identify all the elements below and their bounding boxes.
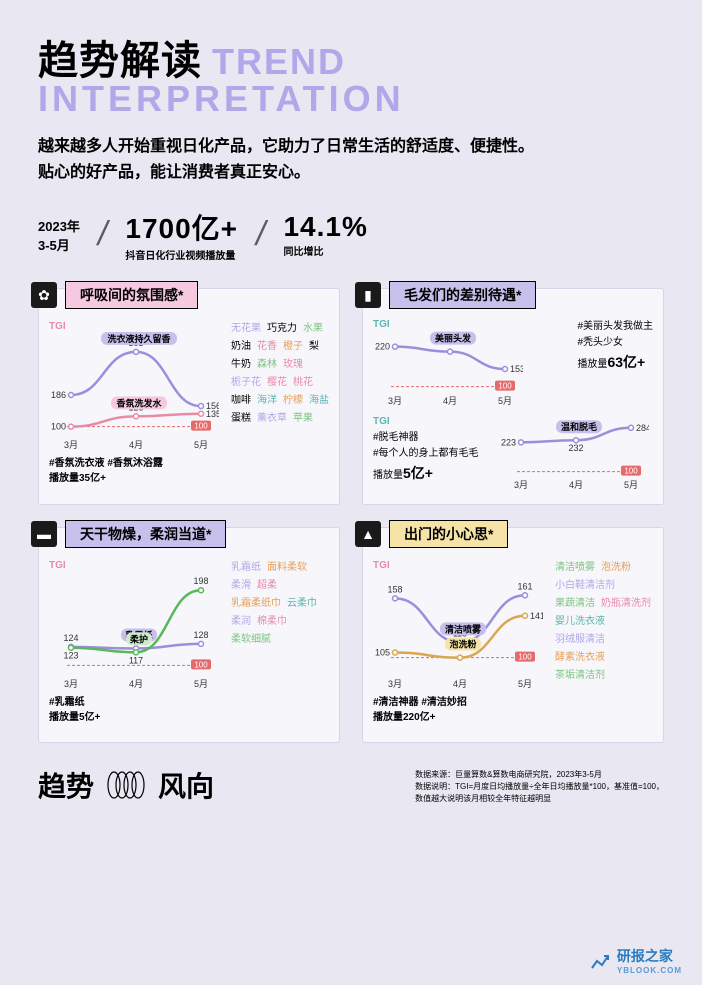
subtitle-line2: 贴心的好产品，能让消费者真正安心。 [38,160,664,186]
svg-text:141: 141 [530,611,543,621]
card-icon: ▮ [355,282,381,308]
word-cloud: 无花果巧克力水果奶油花香橙子梨牛奶森林玫瑰栀子花樱花桃花咖啡海洋柠檬海盐蛋糕薰衣… [231,321,329,484]
footer-left: 趋势 风向 [38,765,214,805]
chart-caption: #香氛洗衣液 #香氛沐浴露播放量35亿+ [49,454,225,484]
svg-text:5月: 5月 [194,440,208,450]
svg-text:4月: 4月 [129,679,143,689]
svg-text:135: 135 [206,409,219,419]
cards-grid: ✿ 呼吸间的氛围感* TGI 100186303156洗衣液持久留香100128… [38,288,664,743]
line-chart: 100124122128乳霜纸123117198柔护3月4月5月 [49,571,219,691]
svg-text:泡洗粉: 泡洗粉 [449,639,476,650]
svg-text:3月: 3月 [388,396,402,406]
svg-text:3月: 3月 [514,480,528,490]
trend-card: ▮ 毛发们的差别待遇* TGI 100220153美丽头发3月4月5月 #美丽头… [362,288,664,505]
line-chart: 100158115161清洁喷雾105141泡洗粉3月4月5月 [373,571,543,691]
card-title: 毛发们的差别待遇* [389,281,536,309]
svg-text:美丽头发: 美丽头发 [435,333,472,344]
word-cloud: 乳霜纸面料柔软柔滑超柔乳霜柔纸巾云柔巾柔润棉柔巾柔软细腻 [231,560,329,723]
svg-text:5月: 5月 [498,396,512,406]
line-chart: 100186303156洗衣液持久留香100128135香氛洗发水3月4月5月 [49,332,219,452]
svg-text:清洁喷雾: 清洁喷雾 [445,624,482,635]
tgi-label: TGI [373,414,493,430]
tgi-label: TGI [373,319,571,330]
svg-text:4月: 4月 [443,396,457,406]
svg-text:123: 123 [63,651,78,661]
svg-text:3月: 3月 [64,679,78,689]
chart-caption: #清洁神器 #清洁妙招播放量220亿+ [373,693,549,723]
svg-text:158: 158 [387,585,402,595]
svg-text:柔护: 柔护 [129,633,148,644]
slash-divider: / [98,215,107,254]
svg-text:5月: 5月 [624,480,638,490]
svg-text:香氛洗发水: 香氛洗发水 [115,398,162,409]
svg-text:100: 100 [498,382,512,391]
card-title: 呼吸间的氛围感* [65,281,198,309]
svg-text:105: 105 [375,648,390,658]
svg-text:4月: 4月 [129,440,143,450]
svg-text:3月: 3月 [64,440,78,450]
footer-source: 数据来源：巨量算数&算数电商研究院，2023年3-5月 数据说明：TGI=月度日… [415,769,664,805]
svg-text:232: 232 [568,443,583,453]
title-en-line2: INTERPRETATION [38,78,664,120]
card-title: 天干物燥，柔润当道* [65,520,226,548]
chart-annotation: TGI #脱毛神器 #每个人的身上都有毛毛 播放量5亿+ [373,414,493,492]
footer-trend: 趋势 [38,765,94,805]
watermark: 研报之家 YBLOOK.COM [589,946,682,975]
svg-text:161: 161 [517,581,532,591]
svg-text:153: 153 [510,364,523,374]
svg-text:100: 100 [624,467,638,476]
svg-text:4月: 4月 [453,679,467,689]
stat-period: 2023年 3-5月 [38,216,80,254]
svg-text:5月: 5月 [518,679,532,689]
svg-text:117: 117 [129,655,143,665]
subtitle-line1: 越来越多人开始重视日化产品，它助力了日常生活的舒适度、便捷性。 [38,134,664,160]
word-cloud: 清洁喷雾泡洗粉小白鞋清洁剂果蔬清洁奶瓶清洗剂婴儿洗衣液羽绒服清洁酵素洗衣液茶垢清… [555,560,653,723]
card-icon: ▬ [31,521,57,547]
trend-card: ▲ 出门的小心思* TGI 100158115161清洁喷雾105141泡洗粉3… [362,527,664,743]
stat1-value: 1700亿+ [125,207,238,247]
tgi-label: TGI [49,321,225,332]
stat1-label: 抖音日化行业视频播放量 [125,247,238,262]
title-en-line1: TREND [212,41,346,83]
svg-text:186: 186 [51,390,66,400]
trend-card: ✿ 呼吸间的氛围感* TGI 100186303156洗衣液持久留香100128… [38,288,340,505]
slash-divider: / [256,215,265,254]
line-chart: 100 220 153 美丽头发 3月 4月 5月 [373,330,523,408]
watermark-icon [589,950,611,972]
stat2-label: 同比增比 [283,243,367,258]
svg-text:198: 198 [193,576,208,586]
card-title: 出门的小心思* [389,520,508,548]
svg-text:284: 284 [636,423,649,433]
line-chart: 100 223 232 284 温和脱毛 3月 4月 5月 [499,414,649,492]
card-icon: ✿ [31,282,57,308]
svg-text:4月: 4月 [569,480,583,490]
svg-text:5月: 5月 [194,679,208,689]
spring-icon [104,770,148,800]
tgi-label: TGI [49,560,225,571]
trend-card: ▬ 天干物燥，柔润当道* TGI 100124122128乳霜纸12311719… [38,527,340,743]
chart-caption: #乳霜纸播放量5亿+ [49,693,225,723]
svg-text:100: 100 [51,422,66,432]
svg-text:温和脱毛: 温和脱毛 [561,421,597,432]
svg-text:3月: 3月 [388,679,402,689]
svg-text:128: 128 [193,630,208,640]
svg-text:220: 220 [375,342,390,352]
svg-text:100: 100 [194,661,208,670]
svg-text:100: 100 [194,422,208,431]
card-icon: ▲ [355,521,381,547]
svg-text:124: 124 [63,633,78,643]
stat2-value: 14.1% [283,211,367,243]
svg-text:洗衣液持久留香: 洗衣液持久留香 [107,333,171,344]
tgi-label: TGI [373,560,549,571]
svg-text:223: 223 [501,438,516,448]
chart-annotation: #美丽头发我做主 #秃头少女 播放量63亿+ [577,319,653,408]
svg-text:100: 100 [518,653,532,662]
footer-direction: 风向 [158,765,214,805]
stats-row: 2023年 3-5月 / 1700亿+ 抖音日化行业视频播放量 / 14.1% … [38,207,664,262]
